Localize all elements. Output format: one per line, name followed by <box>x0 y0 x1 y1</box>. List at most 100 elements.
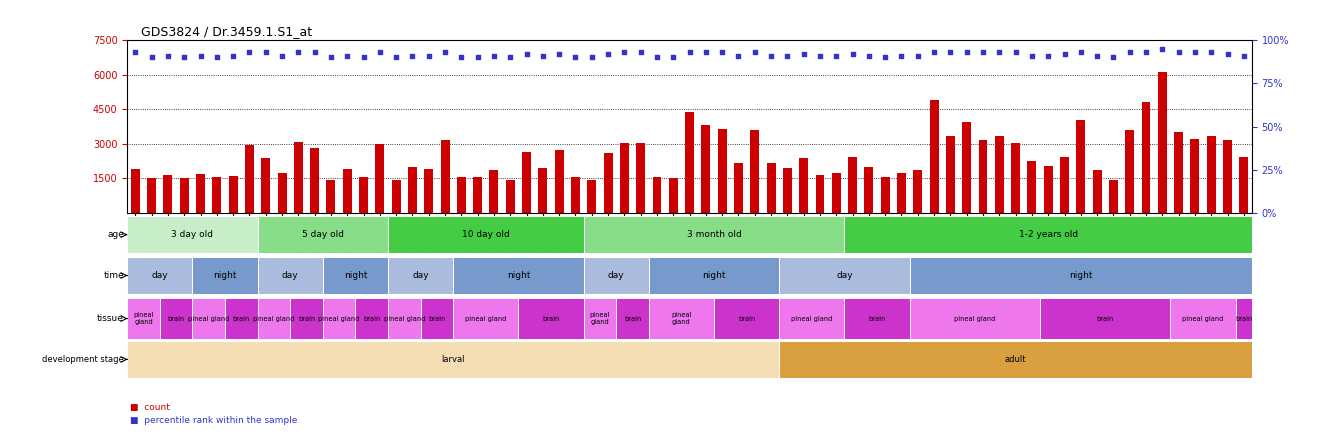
Point <box>597 50 619 57</box>
Text: brain: brain <box>738 316 755 321</box>
Bar <box>388 257 453 294</box>
Bar <box>845 298 909 339</box>
Bar <box>799 158 809 213</box>
Bar <box>832 173 841 213</box>
Point <box>1038 52 1059 59</box>
Bar <box>441 140 450 213</box>
Bar <box>1043 166 1052 213</box>
Bar <box>522 152 532 213</box>
Text: brain: brain <box>428 316 446 321</box>
Bar <box>1190 139 1200 213</box>
Bar <box>1040 298 1170 339</box>
Text: day: day <box>836 271 853 280</box>
Text: tissue: tissue <box>96 314 125 323</box>
Bar <box>506 180 514 213</box>
Bar <box>636 143 645 213</box>
Bar <box>714 298 779 339</box>
Point <box>402 52 423 59</box>
Point <box>858 52 880 59</box>
Point <box>1184 48 1205 56</box>
Bar <box>865 167 873 213</box>
Point <box>1217 50 1239 57</box>
Bar <box>453 298 518 339</box>
Text: ■  percentile rank within the sample: ■ percentile rank within the sample <box>130 416 297 425</box>
Bar <box>1093 170 1102 213</box>
Bar <box>538 168 548 213</box>
Bar <box>147 178 157 213</box>
Bar <box>779 298 845 339</box>
Bar <box>323 257 388 294</box>
Bar <box>913 170 923 213</box>
Point <box>1103 54 1125 61</box>
Bar <box>490 170 498 213</box>
Point <box>874 54 896 61</box>
Bar <box>584 298 616 339</box>
Bar <box>375 144 384 213</box>
Point <box>1119 48 1141 56</box>
Point <box>809 52 830 59</box>
Bar <box>261 158 270 213</box>
Point <box>206 54 228 61</box>
Point <box>141 54 162 61</box>
Bar <box>570 177 580 213</box>
Point <box>483 52 505 59</box>
Bar <box>1109 180 1118 213</box>
Point <box>890 52 912 59</box>
Point <box>647 54 668 61</box>
Bar <box>179 178 189 213</box>
Point <box>222 52 244 59</box>
Text: night: night <box>213 271 237 280</box>
Text: 5 day old: 5 day old <box>301 230 344 239</box>
Text: day: day <box>412 271 428 280</box>
Point <box>370 48 391 56</box>
Point <box>924 48 945 56</box>
Bar <box>291 298 323 339</box>
Point <box>777 52 798 59</box>
Bar <box>734 163 743 213</box>
Point <box>988 48 1010 56</box>
Bar <box>343 169 352 213</box>
Text: 1-2 years old: 1-2 years old <box>1019 230 1078 239</box>
Text: pineal gland: pineal gland <box>384 316 424 321</box>
Bar <box>473 177 482 213</box>
Point <box>451 54 473 61</box>
Text: pineal gland: pineal gland <box>791 316 833 321</box>
Point <box>1070 48 1091 56</box>
Point <box>320 54 341 61</box>
Bar <box>718 129 727 213</box>
Bar <box>702 125 711 213</box>
Bar <box>163 175 173 213</box>
Point <box>826 52 848 59</box>
Text: pineal gland: pineal gland <box>465 316 506 321</box>
Point <box>157 52 178 59</box>
Bar <box>1011 143 1020 213</box>
Text: 3 day old: 3 day old <box>171 230 213 239</box>
Point <box>418 52 439 59</box>
Bar <box>588 180 596 213</box>
Text: 3 month old: 3 month old <box>687 230 742 239</box>
Bar <box>229 176 237 213</box>
Point <box>304 48 325 56</box>
Bar <box>929 100 939 213</box>
Text: night: night <box>506 271 530 280</box>
Bar <box>424 169 434 213</box>
Bar <box>1223 140 1232 213</box>
Bar <box>649 298 714 339</box>
Point <box>467 54 489 61</box>
Bar <box>945 136 955 213</box>
Point <box>842 50 864 57</box>
Bar <box>649 257 779 294</box>
Bar <box>995 136 1004 213</box>
Bar <box>323 298 355 339</box>
Bar <box>1158 72 1166 213</box>
Text: brain: brain <box>869 316 885 321</box>
Point <box>956 48 977 56</box>
Text: brain: brain <box>1235 316 1252 321</box>
Bar <box>779 257 909 294</box>
Bar <box>1206 136 1216 213</box>
Point <box>1152 45 1173 52</box>
Bar <box>388 216 584 253</box>
Bar <box>979 140 987 213</box>
Bar <box>127 257 193 294</box>
Bar <box>359 177 368 213</box>
